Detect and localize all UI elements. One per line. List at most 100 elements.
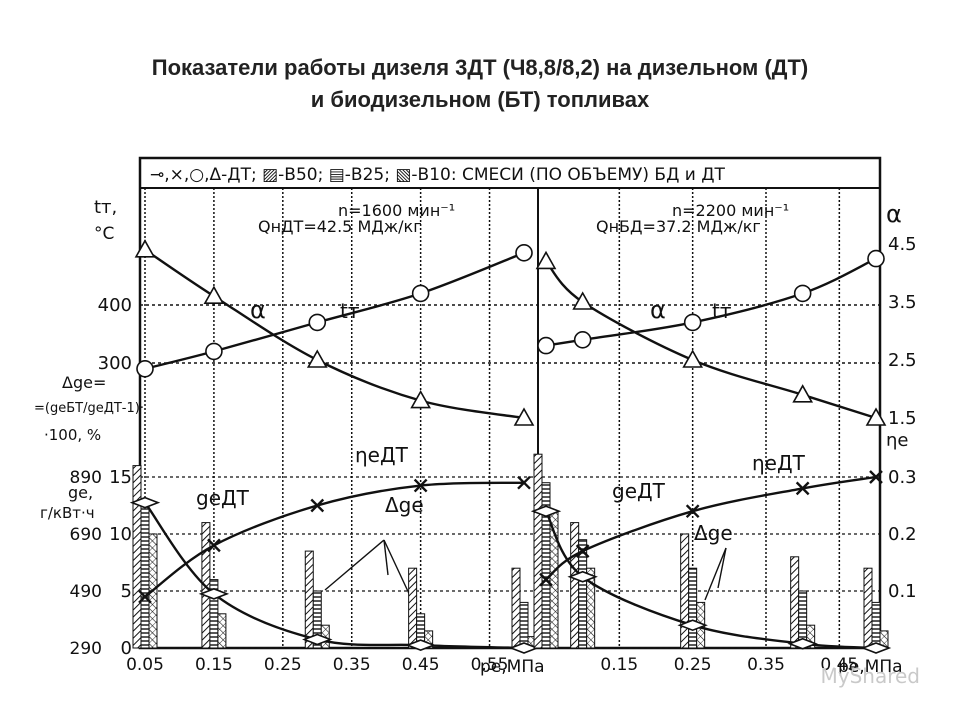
- dg-bar: [871, 601, 881, 649]
- dg-bar: [140, 505, 150, 649]
- ge-point: [530, 505, 562, 518]
- x-tick-label: 0.25: [264, 655, 302, 675]
- ge-point: [567, 570, 598, 583]
- x-tick-label: 0.45: [402, 655, 440, 675]
- x-tick-label: 0.45: [820, 655, 858, 675]
- grid-layer: [138, 156, 882, 650]
- ge-point: [302, 633, 333, 646]
- x-marker-stroke: [685, 504, 700, 519]
- ge-tick-label: 490: [70, 582, 102, 602]
- ge-point: [787, 637, 818, 650]
- panel-1-alpha-curve-label: α: [250, 296, 266, 324]
- panel-1-tt-curve-label: tт: [340, 299, 360, 323]
- ge-point: [405, 639, 436, 652]
- ge-point: [129, 496, 161, 509]
- panel-1-eta-curve-label: ηеДТ: [355, 443, 409, 467]
- dg-bar: [680, 533, 690, 649]
- tt-point: [205, 342, 223, 361]
- dg-tick-label: 15: [109, 467, 132, 488]
- eta-point: [517, 475, 531, 490]
- alpha-tick-label: 1.5: [888, 408, 917, 429]
- dg-axis-label-line1: Δgе=: [62, 373, 106, 392]
- x-tick-label: 0.55: [471, 655, 509, 675]
- dg-axis-label-line2: =(geБТ/geДТ-1)·: [34, 401, 144, 416]
- alpha-point: [134, 239, 156, 258]
- x-marker-stroke: [413, 478, 428, 493]
- alpha-tick-label: 2.5: [888, 350, 917, 371]
- eta-point: [575, 544, 590, 558]
- panel-1-dg-curve-label: Δge: [385, 493, 424, 517]
- alpha-point: [792, 384, 814, 403]
- panel-1-speed-label: n=1600 мин⁻¹: [338, 201, 455, 220]
- panel-2-ge-curve-label: geДТ: [612, 479, 666, 503]
- eta-point: [869, 470, 883, 484]
- x-tick-label: 0.15: [600, 655, 638, 675]
- ge-point: [860, 642, 892, 654]
- dg-bar: [790, 556, 800, 649]
- dg-bar: [578, 539, 588, 649]
- panel-1-heat-value-label: QнДТ=42.5 МДж/кг: [258, 217, 422, 236]
- x-marker-stroke: [207, 538, 221, 553]
- x-marker-stroke: [517, 475, 531, 490]
- dg-bar: [408, 567, 418, 649]
- alpha-tick-label: 3.5: [888, 292, 917, 313]
- dg-bar: [863, 567, 873, 649]
- x-marker-stroke: [575, 544, 590, 558]
- panel-2-dg-leader: [717, 547, 727, 589]
- dg-tick-label: 0: [121, 638, 132, 659]
- x-marker-stroke: [869, 470, 883, 484]
- tt-point: [867, 249, 885, 268]
- alpha-point: [865, 407, 887, 426]
- panel-1-x-axis-label: pe,МПа: [480, 657, 545, 677]
- alpha-tick-label: 4.5: [888, 234, 917, 255]
- ge-tick-label: 290: [70, 639, 102, 659]
- watermark: MyShared: [820, 664, 920, 688]
- ge-point: [677, 619, 708, 632]
- dg-bar: [312, 590, 322, 649]
- ge-axis-label-line1: gе,: [68, 483, 93, 502]
- alpha-point: [203, 285, 225, 305]
- dg-bar: [519, 601, 529, 649]
- legend-text: ⊸,×,○,Δ-ДТ; ▨-В50; ▤-В25; ▧-В10: СМЕСИ (…: [150, 165, 726, 185]
- ge-tick-label: 890: [70, 468, 102, 488]
- ge-axis-label-line2: г/кВт·ч: [40, 504, 95, 522]
- tt-point: [537, 336, 555, 355]
- dg-axis-label-line3: ·100, %: [44, 426, 101, 444]
- tt-axis-unit: °C: [94, 224, 114, 244]
- dg-tick-label: 5: [121, 581, 132, 602]
- dg-bar: [570, 522, 580, 649]
- dg-bar: [424, 630, 434, 649]
- eta-point: [685, 504, 700, 519]
- tick-layer: 0.05 0.15 0.25 0.35 0.45 0.55 0.15 0.25 0.35 0.45…: [70, 234, 917, 675]
- x-tick-label: 0.35: [333, 655, 371, 675]
- x-tick-label: 0.35: [747, 655, 785, 675]
- eta-point: [795, 481, 810, 496]
- dg-bar: [304, 550, 314, 649]
- eta-point: [310, 498, 325, 513]
- panel-1-dg-leader: [324, 539, 385, 591]
- tt-tick-label: 400: [98, 295, 132, 316]
- panel-1-ge-curve-label: geДТ: [196, 486, 250, 510]
- eta-point: [138, 589, 152, 604]
- panel-2-tt-curve-label: tт: [712, 299, 732, 323]
- dg-bar: [533, 453, 543, 649]
- alpha-axis-label: α: [886, 200, 902, 228]
- eta-point: [413, 478, 428, 493]
- tt-point: [515, 244, 533, 262]
- alpha-point: [410, 389, 432, 409]
- ge-tick-label: 690: [70, 525, 102, 545]
- tt-point: [411, 284, 430, 303]
- x-tick-label: 0.25: [674, 655, 712, 675]
- x-marker-stroke: [310, 498, 325, 513]
- dg-bar: [132, 465, 142, 649]
- tt-curve: [545, 257, 877, 347]
- x-marker-stroke: [795, 481, 810, 496]
- dg-bar: [511, 567, 521, 649]
- dg-bar: [806, 624, 816, 649]
- eta-axis-label: ηе: [886, 430, 908, 451]
- eta-tick-label: 0.2: [888, 524, 917, 545]
- eta-point: [207, 538, 221, 553]
- tt-curve: [144, 251, 525, 370]
- panel-2-heat-value-label: QнБД=37.2 МДж/кг: [596, 217, 761, 236]
